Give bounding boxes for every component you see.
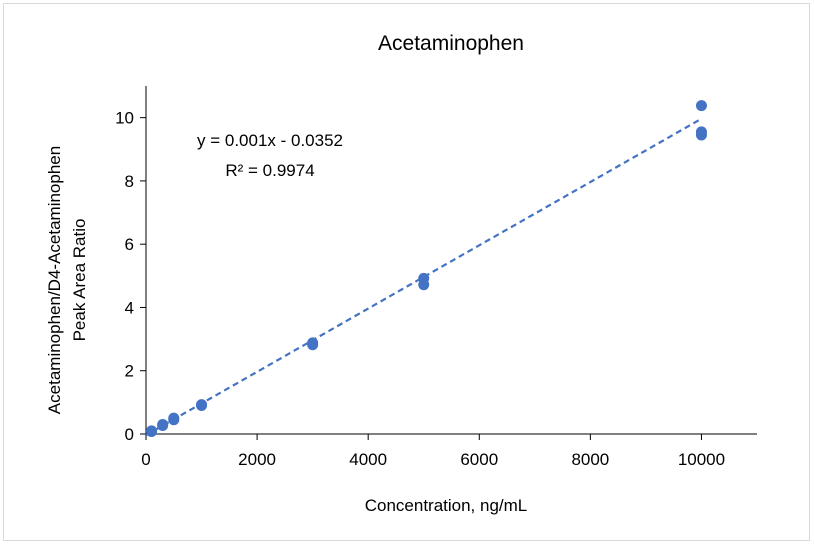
x-tick-label: 4000 xyxy=(349,450,387,469)
x-tick-label: 0 xyxy=(141,450,150,469)
chart-frame xyxy=(3,3,810,541)
chart-title: Acetaminophen xyxy=(378,32,524,55)
trendline-r-squared: R² = 0.9974 xyxy=(225,161,314,180)
data-point xyxy=(146,425,158,437)
trendline-equation: y = 0.001x - 0.0352 xyxy=(197,131,343,150)
data-point xyxy=(307,337,319,349)
y-tick-label: 6 xyxy=(125,235,134,254)
y-axis-title-line-1: Acetaminophen/D4-Acetaminophen xyxy=(45,146,64,414)
x-ticks: 0 2000 4000 6000 8000 10000 xyxy=(141,434,725,469)
data-points xyxy=(146,100,707,437)
y-tick-label: 4 xyxy=(125,298,134,317)
data-point xyxy=(695,100,707,112)
data-point xyxy=(695,126,707,138)
x-tick-label: 6000 xyxy=(460,450,498,469)
x-tick-label: 8000 xyxy=(571,450,609,469)
data-point xyxy=(157,419,169,431)
y-tick-label: 8 xyxy=(125,172,134,191)
y-axis-title: Acetaminophen/D4-Acetaminophen Peak Area… xyxy=(45,146,89,414)
data-point xyxy=(418,272,430,284)
trendline xyxy=(145,117,702,437)
y-tick-label: 10 xyxy=(115,109,134,128)
y-tick-label: 0 xyxy=(125,425,134,444)
data-point xyxy=(196,399,208,411)
x-tick-label: 10000 xyxy=(678,450,725,469)
x-tick-label: 2000 xyxy=(238,450,276,469)
y-ticks: 0 2 4 6 8 10 xyxy=(115,109,146,444)
axes xyxy=(145,86,757,435)
data-point xyxy=(168,412,180,424)
y-tick-label: 2 xyxy=(125,362,134,381)
y-axis-title-line-2: Peak Area Ratio xyxy=(70,219,89,342)
x-axis-title: Concentration, ng/mL xyxy=(365,496,528,515)
